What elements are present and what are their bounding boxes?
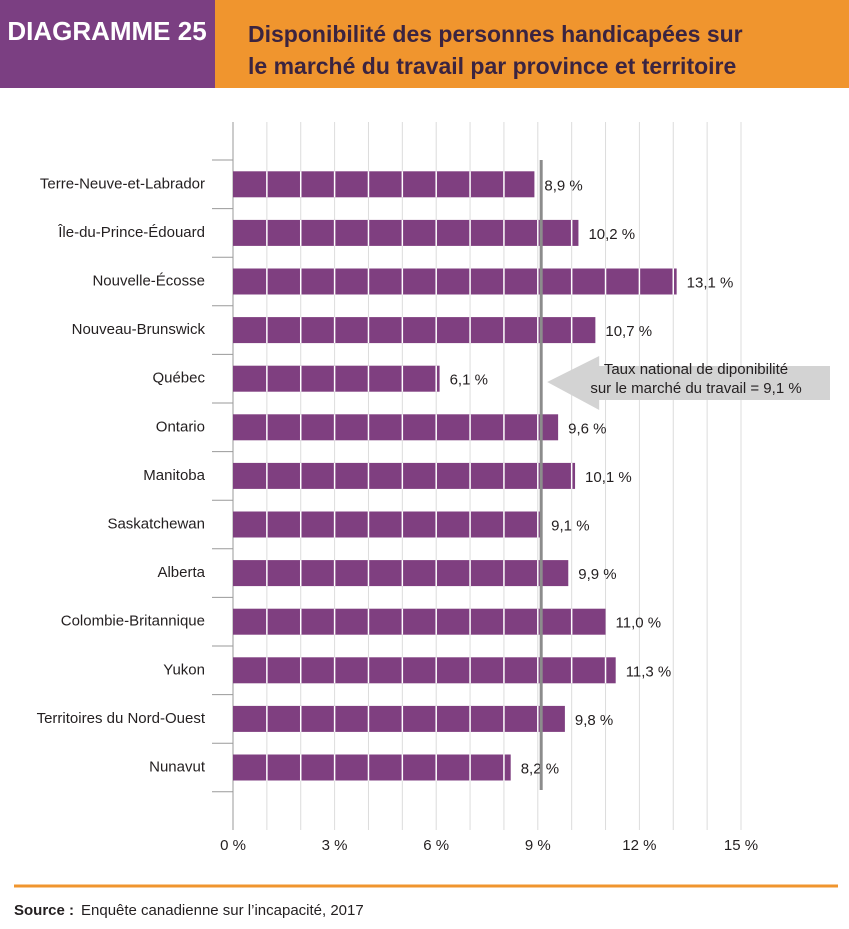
y-tick-label: Colombie-Britannique [61, 613, 205, 630]
chart-title: le marché du travail par province et ter… [248, 53, 736, 79]
y-tick-label: Nouveau-Brunswick [72, 321, 206, 338]
y-tick-label: Terre-Neuve-et-Labrador [40, 175, 205, 192]
bar [233, 171, 535, 198]
value-label: 11,3 % [626, 663, 672, 680]
annotation-arrow [547, 356, 830, 410]
value-label: 9,6 % [568, 420, 606, 437]
x-tick-label: 3 % [322, 837, 348, 854]
value-label: 8,9 % [544, 177, 582, 194]
bar [233, 414, 559, 441]
figure-label: DIAGRAMME 25 [7, 16, 206, 46]
value-label: 11,0 % [616, 615, 662, 632]
x-tick-label: 15 % [724, 837, 758, 854]
value-label: 6,1 % [450, 372, 488, 389]
y-tick-label: Alberta [157, 564, 205, 581]
value-label: 9,1 % [551, 517, 589, 534]
bar [233, 317, 596, 344]
y-tick-label: Yukon [163, 661, 205, 678]
value-label: 9,9 % [578, 566, 616, 583]
bar [233, 511, 542, 538]
bar [233, 608, 606, 635]
value-label: 10,2 % [588, 226, 635, 243]
value-label: 13,1 % [687, 274, 734, 291]
bar [233, 268, 677, 295]
source: Enquête canadienne sur l’incapacité, 201… [81, 902, 364, 919]
y-tick-label: Nunavut [149, 758, 206, 775]
y-tick-label: Ontario [156, 418, 205, 435]
y-tick-label: Québec [152, 370, 205, 387]
bar [233, 705, 565, 732]
bar [233, 462, 576, 489]
x-tick-label: 6 % [423, 837, 449, 854]
annotation: sur le marché du travail = 9,1 % [590, 380, 801, 397]
label-box [0, 0, 215, 88]
y-tick-label: Territoires du Nord-Ouest [37, 710, 206, 727]
chart-title: Disponibilité des personnes handicapées … [248, 21, 743, 47]
x-tick-label: 12 % [622, 837, 656, 854]
value-label: 9,8 % [575, 712, 613, 729]
value-label: 10,7 % [605, 323, 652, 340]
annotation: Taux national de diponibilité [604, 361, 788, 378]
x-tick-label: 9 % [525, 837, 551, 854]
y-tick-label: Île-du-Prince-Édouard [57, 224, 205, 241]
y-tick-label: Nouvelle-Écosse [92, 272, 205, 289]
value-label: 10,1 % [585, 469, 632, 486]
bar [233, 657, 616, 684]
bar [233, 219, 579, 246]
bar [233, 365, 440, 392]
source-label: Source : [14, 902, 74, 919]
title-box [215, 0, 849, 88]
bar [233, 560, 569, 587]
x-tick-label: 0 % [220, 837, 246, 854]
y-tick-label: Saskatchewan [107, 515, 205, 532]
bar [233, 754, 511, 781]
y-tick-label: Manitoba [143, 467, 205, 484]
